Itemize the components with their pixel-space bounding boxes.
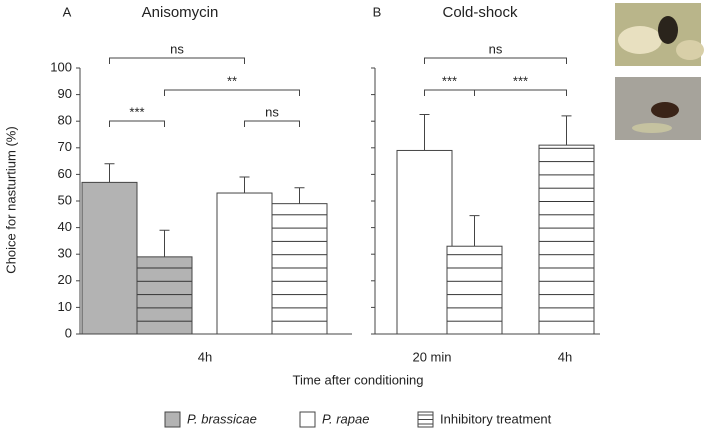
error-bar [419,114,430,151]
error-bar [239,176,250,194]
significance-label: ns [170,41,184,56]
legend-label: P. brassicae [187,411,257,426]
significance-bracket [424,89,475,96]
legend-label: P. rapae [322,411,369,426]
bar [216,192,273,335]
significance-label: *** [513,73,528,88]
significance-bracket [424,57,567,64]
y-tick-label: 100 [50,59,72,74]
significance-bracket [109,57,245,64]
significance-bracket [244,120,300,127]
significance-label: ns [265,104,279,119]
significance-label: ns [489,41,503,56]
photo-top [615,3,704,66]
x-tick-label: 4h [558,349,572,364]
panel-title: Anisomycin [142,4,219,21]
x-tick-label: 4h [198,349,212,364]
error-bar [159,229,170,257]
bar [136,256,193,335]
y-tick-label: 30 [58,246,72,261]
error-bar [469,215,480,247]
y-tick-label: 0 [65,325,72,340]
y-tick-label: 20 [58,272,72,287]
y-axis-label: Choice for nasturtium (%) [3,126,18,273]
significance-label: *** [442,73,457,88]
legend-label: Inhibitory treatment [440,411,552,426]
significance-label: ** [227,73,237,88]
y-tick-label: 60 [58,166,72,181]
x-axis-label: Time after conditioning [292,372,423,387]
legend-swatch [299,411,316,428]
panel-title: Cold-shock [442,4,518,21]
significance-bracket [164,89,300,96]
significance-bracket [474,89,567,96]
y-tick-label: 50 [58,192,72,207]
x-tick-label: 20 min [412,349,451,364]
bar [396,149,453,335]
bar [81,181,138,335]
error-bar [294,187,305,204]
error-bar [561,115,572,146]
panel-letter: B [373,4,382,19]
y-tick-label: 90 [58,86,72,101]
significance-label: *** [129,104,144,119]
legend-swatch [164,411,181,428]
bar [538,144,595,335]
y-tick-label: 10 [58,299,72,314]
panel-letter: A [63,4,72,19]
bar [446,245,503,335]
y-tick-label: 40 [58,219,72,234]
photo-bottom [615,77,701,140]
error-bar [104,163,115,183]
y-tick-label: 70 [58,139,72,154]
y-tick-label: 80 [58,113,72,128]
bar [271,203,328,335]
significance-bracket [109,120,165,127]
